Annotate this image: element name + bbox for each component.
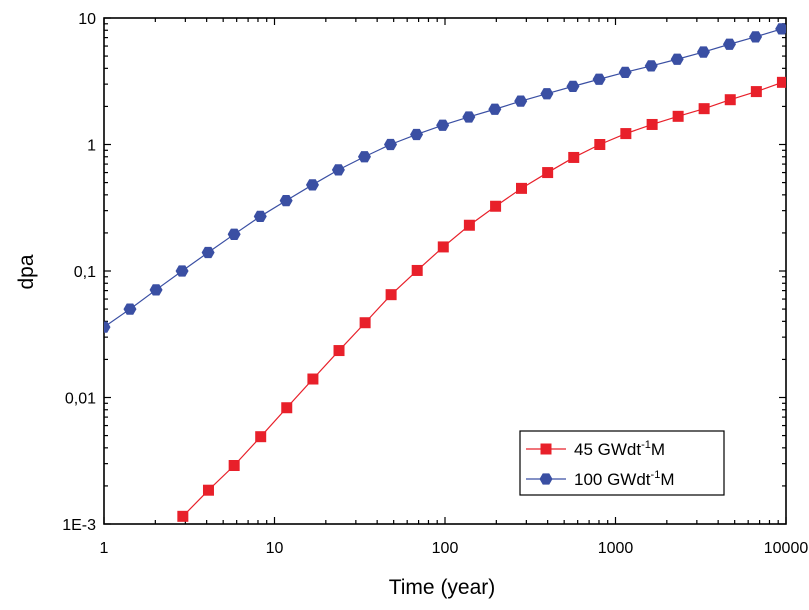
legend-label-superscript: -1	[641, 439, 651, 451]
series-2-point	[201, 246, 215, 259]
x-tick-label: 10	[266, 540, 284, 557]
series-2-line	[104, 28, 782, 328]
series-1-point	[411, 264, 423, 276]
x-tick-label: 1	[100, 540, 109, 557]
series-2-point	[592, 73, 606, 85]
series-2-point	[566, 80, 580, 93]
series-1-point	[437, 241, 449, 253]
axes-layer: 1 10 100 1000 10000 1E-3 0,01 0,1 1 10	[62, 11, 808, 557]
legend-label-main: 45 GWdt	[574, 440, 641, 459]
series-2-point	[227, 228, 241, 240]
series-2-point	[384, 138, 397, 151]
y-tick-label: 0,01	[65, 391, 96, 408]
series-2-point	[670, 53, 684, 65]
series-2-point	[123, 303, 137, 315]
series-2-point	[357, 151, 371, 163]
y-tick-label: 1E-3	[62, 517, 96, 534]
series-1-point	[490, 200, 502, 212]
x-tick-label: 100	[432, 540, 459, 557]
series-1-point	[750, 86, 762, 98]
series-2-point	[104, 321, 111, 333]
legend-label-superscript: -1	[651, 469, 661, 481]
series-1	[177, 76, 786, 522]
series-1-point	[776, 76, 786, 88]
series-2-point	[775, 23, 786, 35]
series-1-point	[202, 484, 214, 496]
series-2-point	[436, 119, 450, 131]
series-1-point	[333, 345, 345, 357]
series-1-point	[359, 317, 371, 329]
legend-label-tail: M	[651, 440, 665, 459]
series-2-point	[749, 31, 763, 43]
legend-label: 100 GWdt-1M	[574, 469, 675, 489]
series-2-point	[514, 95, 528, 107]
series-1-point	[724, 94, 736, 106]
series-1-point	[255, 431, 267, 443]
legend-swatch-marker	[540, 443, 552, 455]
series-2-point	[540, 88, 554, 100]
series-1-point	[177, 510, 189, 522]
series-2-point	[149, 284, 163, 296]
series-1-point	[594, 139, 606, 150]
series-1-point	[281, 402, 293, 414]
series-2-point	[410, 128, 424, 141]
series-1-point	[385, 289, 397, 301]
x-axis-title: Time (year)	[389, 576, 496, 599]
series-2-point	[696, 46, 710, 58]
series-1-point	[463, 219, 475, 231]
y-tick-label: 1	[87, 138, 96, 155]
series-2-point	[488, 103, 502, 115]
series-layer	[104, 23, 786, 522]
series-1-point	[672, 110, 684, 122]
series-2-point	[618, 66, 632, 78]
series-1-point	[542, 167, 554, 179]
legend-label-main: 100 GWdt	[574, 470, 651, 489]
series-2-point	[253, 210, 267, 223]
series-1-point	[698, 103, 710, 115]
series-1-point	[646, 118, 658, 130]
series-2	[104, 23, 786, 333]
legend-item-1: 45 GWdt-1M	[526, 439, 665, 459]
legend-box	[519, 430, 725, 496]
y-tick-label: 0,1	[74, 264, 96, 281]
legend-swatch-marker	[539, 473, 553, 485]
legend-label: 45 GWdt-1M	[574, 439, 665, 459]
y-tick-label: 10	[78, 11, 96, 28]
series-1-point	[516, 182, 528, 194]
legend-item-2: 100 GWdt-1M	[526, 469, 675, 489]
y-axis-title: dpa	[15, 254, 38, 289]
series-1-point	[620, 128, 632, 140]
series-1-point	[228, 460, 240, 472]
series-2-point	[279, 195, 293, 207]
series-1-point	[307, 373, 319, 385]
legend-label-tail: M	[660, 470, 674, 489]
series-2-point	[722, 38, 736, 50]
series-1-point	[568, 151, 580, 163]
series-2-point	[331, 164, 345, 176]
series-2-point	[305, 179, 319, 191]
series-2-point	[462, 111, 476, 123]
series-2-point	[175, 265, 189, 277]
series-2-point	[644, 60, 658, 72]
x-tick-label: 1000	[598, 540, 634, 557]
x-tick-label: 10000	[764, 540, 809, 557]
